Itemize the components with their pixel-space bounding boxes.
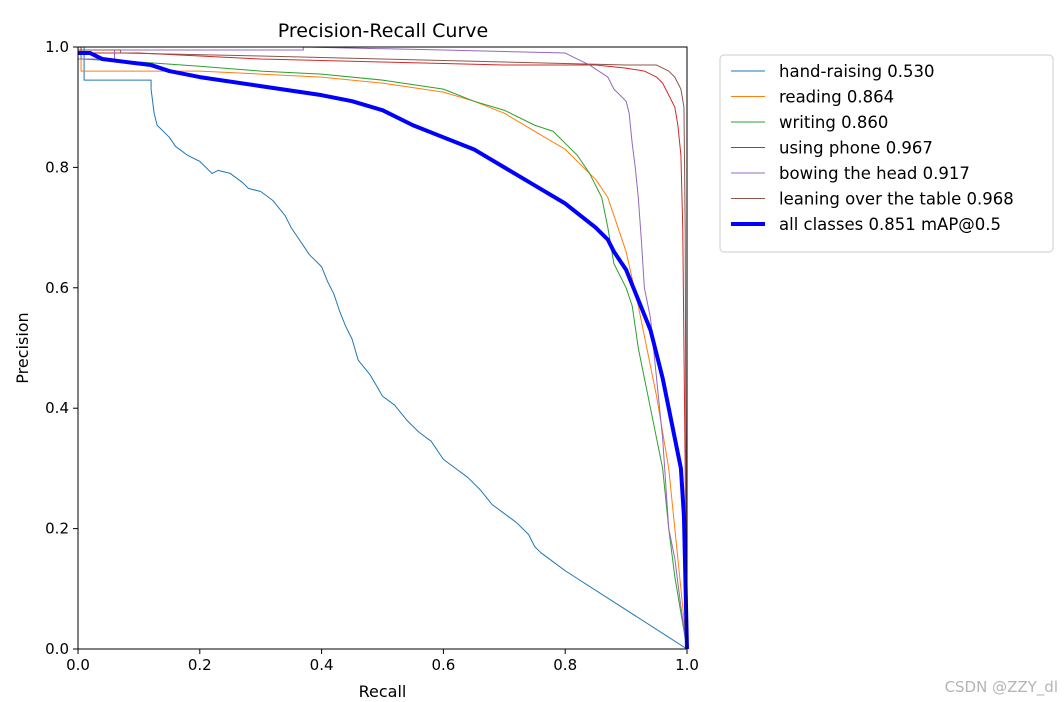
legend-label-leaning-over-the-table: leaning over the table 0.968 [779, 190, 1014, 209]
y-tick-label: 0.6 [45, 279, 69, 297]
series-line-writing [78, 46, 688, 650]
legend-label-bowing-the-head: bowing the head 0.917 [779, 164, 970, 183]
x-tick-label: 0.2 [188, 656, 212, 674]
legend-label-hand-raising: hand-raising 0.530 [779, 62, 935, 81]
ticks-layer: 0.0 0.2 0.4 0.6 0.8 1.0 0.0 0.2 0.4 0.6 0.8 1.0 [45, 38, 699, 674]
chart-title: Precision-Recall Curve [278, 20, 488, 42]
series-line-bowing-the-head [78, 46, 688, 650]
plot-area [78, 47, 687, 649]
legend-label-reading: reading 0.864 [779, 88, 894, 107]
x-tick-label: 0.4 [310, 656, 334, 674]
y-axis-label: Precision [13, 312, 32, 383]
series-line-all-classes [78, 51, 689, 650]
y-tick-label: 0.2 [45, 520, 69, 538]
series-layer [78, 46, 689, 650]
y-tick-label: 0.4 [45, 399, 69, 417]
series-line-leaning-over-the-table [78, 49, 688, 650]
x-tick-label: 0.0 [66, 656, 90, 674]
legend-label-writing: writing 0.860 [779, 113, 888, 132]
x-axis-label: Recall [359, 682, 407, 701]
series-line-hand-raising [78, 46, 688, 650]
x-tick-label: 0.8 [553, 656, 577, 674]
y-tick-label: 0.0 [45, 640, 69, 658]
legend-label-all-classes: all classes 0.851 mAP@0.5 [779, 215, 1001, 234]
y-tick-label: 0.8 [45, 158, 69, 176]
legend-box [719, 54, 1054, 253]
legend-label-using-phone: using phone 0.967 [779, 139, 933, 158]
watermark: CSDN @ZZY_dl [944, 678, 1058, 696]
y-tick-label: 1.0 [45, 38, 69, 56]
x-tick-label: 0.6 [431, 656, 455, 674]
legend: hand-raising 0.530 reading 0.864 writing 0… [719, 54, 1054, 253]
x-tick-label: 1.0 [675, 656, 699, 674]
series-line-reading [78, 46, 688, 650]
plot-frame [77, 46, 688, 650]
